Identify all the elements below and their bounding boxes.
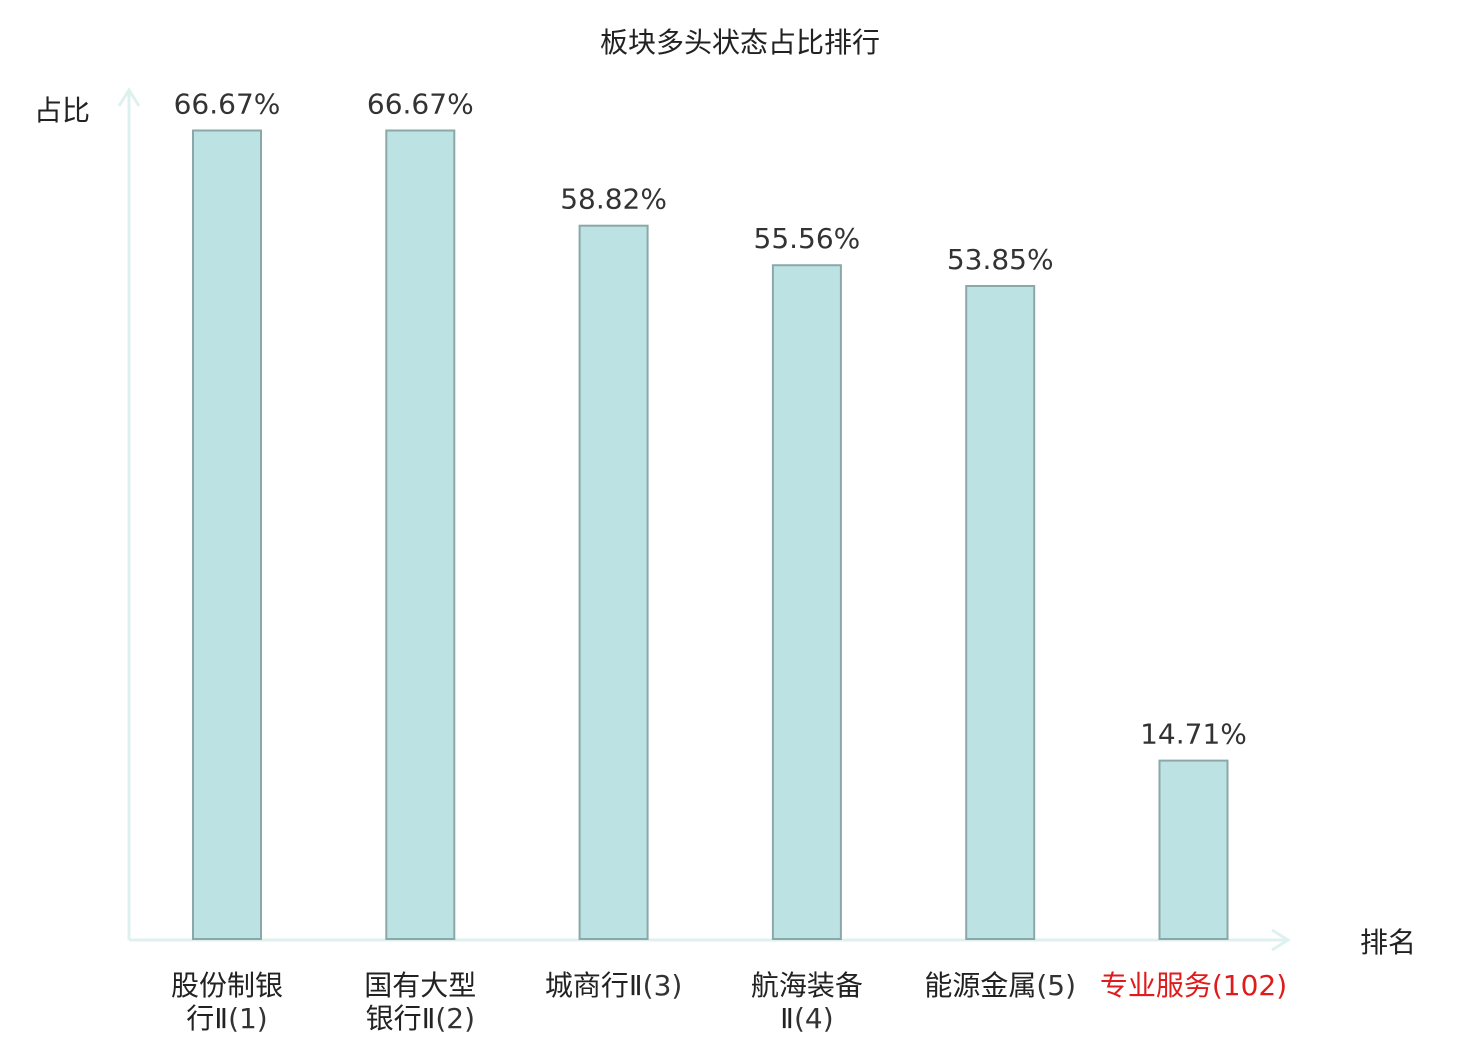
category-label-segment: Ⅱ xyxy=(780,1002,794,1035)
category-label-segment: (1) xyxy=(228,1002,268,1035)
category-label-segment: 银行Ⅱ xyxy=(366,1002,436,1035)
bar-4 xyxy=(771,264,842,940)
category-label-segment: 国有大型 xyxy=(364,969,476,1002)
category-label-segment: 航海装备 xyxy=(751,969,863,1002)
bar-6 xyxy=(1158,759,1229,941)
category-label-segment: (3) xyxy=(643,969,683,1002)
value-label-6: 14.71% xyxy=(1140,718,1247,751)
x-axis-arrow xyxy=(1271,928,1291,952)
category-label-3: 城商行Ⅱ(3) xyxy=(545,969,682,1002)
chart-title: 板块多头状态占比排行 xyxy=(600,26,880,59)
category-label-segment: 能源金属 xyxy=(924,969,1036,1002)
y-axis-arrow xyxy=(117,87,141,107)
value-labels-group: 66.67% 66.67% 58.82% 55.56% 53.85% 14.71% xyxy=(174,88,1247,751)
value-label-4: 55.56% xyxy=(754,222,861,255)
bar-1 xyxy=(192,129,262,940)
category-labels-group: 股份制银行Ⅱ(1) 国有大型银行Ⅱ(2) 城商行Ⅱ(3) 航海装备 Ⅱ(4) 能源金属(5… xyxy=(171,969,1287,1035)
category-label-4: 航海装备 Ⅱ(4) xyxy=(751,969,863,1035)
y-axis-label: 占比 xyxy=(34,94,90,127)
category-label-segment: (5) xyxy=(1036,969,1076,1002)
category-label-segment: (4) xyxy=(794,1002,834,1035)
value-label-5: 53.85% xyxy=(947,243,1054,276)
value-label-3: 58.82% xyxy=(560,183,667,216)
category-label-segment: (2) xyxy=(435,1002,475,1035)
category-label-5: 能源金属(5) xyxy=(924,969,1076,1002)
bar-2 xyxy=(385,129,456,940)
category-label-segment: 城商行Ⅱ xyxy=(545,969,643,1002)
category-label-2: 国有大型银行Ⅱ(2) xyxy=(364,969,476,1035)
category-label-6: 专业服务(102) xyxy=(1100,969,1287,1002)
bar-5 xyxy=(965,284,1036,940)
value-label-1: 66.67% xyxy=(174,88,281,121)
value-label-2: 66.67% xyxy=(367,88,474,121)
category-label-segment: 行Ⅱ xyxy=(186,1002,228,1035)
category-label-segment: (102) xyxy=(1212,969,1287,1002)
category-label-1: 股份制银行Ⅱ(1) xyxy=(171,969,283,1035)
bar-3 xyxy=(578,224,649,941)
category-label-segment: 股份制银 xyxy=(171,969,283,1002)
x-axis-label: 排名 xyxy=(1360,926,1416,959)
category-label-segment: 专业服务 xyxy=(1100,969,1212,1002)
bars-group xyxy=(192,129,1229,941)
